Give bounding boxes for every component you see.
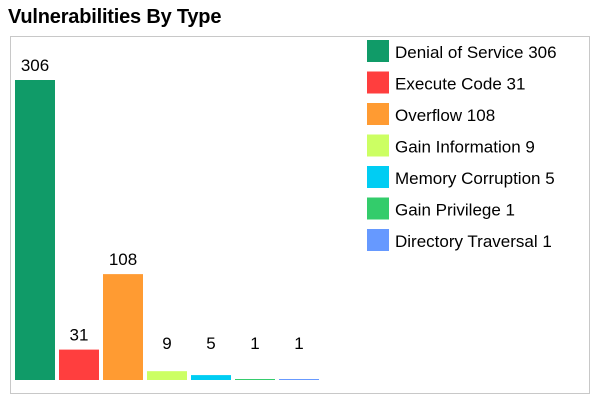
legend-swatch-2 (367, 71, 389, 94)
bar-6 (235, 379, 275, 380)
bar-value-label-5: 5 (206, 334, 215, 353)
legend-label-3: Overflow 108 (395, 106, 495, 125)
legend-swatch-6 (367, 197, 389, 220)
legend-swatch-5 (367, 166, 389, 188)
bar-4 (147, 371, 187, 380)
bar-value-label-3: 108 (109, 250, 137, 269)
bar-labels-group: 306 31 108 9 5 1 1 (21, 56, 304, 353)
legend-label-4: Gain Information 9 (395, 138, 535, 157)
legend-label-2: Execute Code 31 (395, 75, 525, 94)
bar-1 (15, 80, 55, 380)
bar-value-label-7: 1 (294, 334, 303, 353)
bar-value-label-2: 31 (70, 326, 89, 345)
legend-label-7: Directory Traversal 1 (395, 232, 552, 251)
bar-value-label-4: 9 (162, 334, 171, 353)
legend-label-1: Denial of Service 306 (395, 43, 557, 62)
legend-swatch-7 (367, 229, 389, 251)
bar-3 (103, 274, 143, 380)
legend-label-6: Gain Privilege 1 (395, 201, 515, 220)
legend: Denial of Service 306 Execute Code 31 Over… (367, 40, 557, 251)
bar-value-label-6: 1 (250, 334, 259, 353)
chart-title: Vulnerabilities By Type (8, 6, 222, 28)
legend-swatch-4 (367, 134, 389, 157)
bar-2 (59, 349, 99, 380)
bar-5 (191, 375, 231, 380)
chart-frame (10, 36, 590, 394)
bar-7 (279, 379, 319, 380)
legend-swatch-3 (367, 103, 389, 125)
legend-swatch-1 (367, 40, 389, 62)
bar-value-label-1: 306 (21, 56, 49, 75)
legend-label-5: Memory Corruption 5 (395, 169, 555, 188)
bars-group (15, 80, 319, 380)
